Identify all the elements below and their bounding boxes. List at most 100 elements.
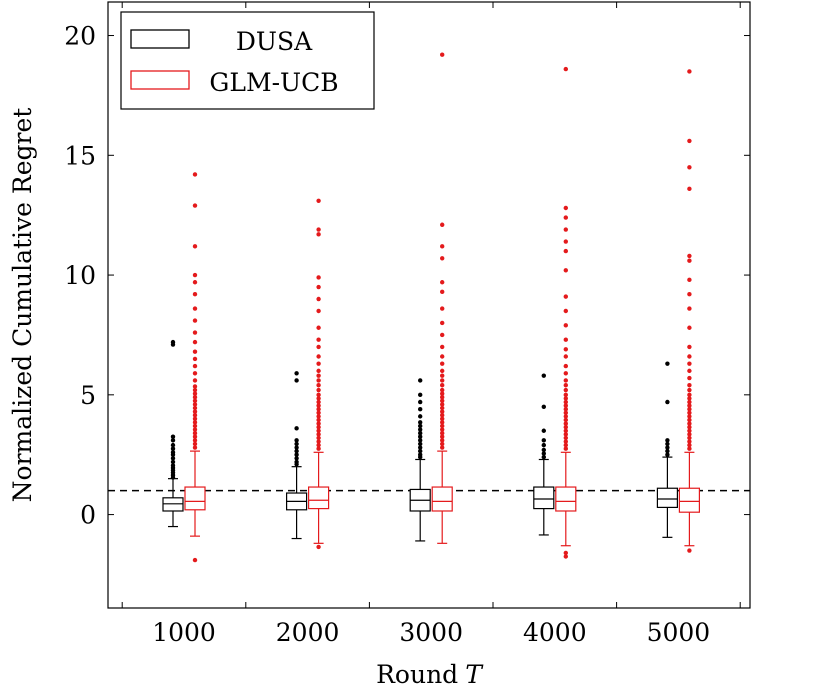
outlier-point: [192, 306, 198, 311]
outlier-point: [563, 239, 568, 244]
outlier-point: [440, 445, 445, 450]
outlier-point: [192, 427, 198, 432]
outlier-point: [440, 354, 445, 359]
outlier-point: [294, 448, 299, 454]
outlier-point: [440, 361, 445, 366]
x-tick-label: 1000: [152, 618, 216, 647]
outlier-point: [316, 227, 321, 232]
x-tick-label: 4000: [523, 618, 587, 647]
outlier-point: [563, 248, 568, 254]
outlier-point: [440, 423, 445, 429]
outlier-point: [192, 363, 198, 369]
outlier-point: [541, 373, 546, 378]
outlier-point: [563, 387, 568, 393]
outlier-point: [418, 420, 423, 425]
outlier-point: [316, 308, 321, 314]
outlier-point: [170, 446, 176, 451]
outlier-point: [563, 421, 568, 426]
outlier-point: [687, 186, 692, 192]
x-tick-label: 5000: [647, 618, 711, 647]
outlier-point: [170, 463, 176, 468]
outlier-point: [316, 439, 321, 444]
outlier-point: [440, 412, 445, 418]
outlier-point: [192, 391, 198, 396]
outlier-point: [563, 363, 568, 369]
outlier-point: [316, 406, 321, 412]
outlier-point: [316, 378, 321, 383]
y-axis-label: Normalized Cumulative Regret: [8, 108, 37, 503]
outlier-point: [440, 256, 445, 261]
outlier-point: [665, 361, 670, 366]
outlier-point: [563, 550, 568, 556]
outlier-point: [316, 232, 321, 237]
legend: DUSA GLM-UCB: [120, 11, 375, 110]
outlier-point: [316, 432, 321, 437]
outlier-point: [170, 456, 176, 461]
outlier-point: [687, 410, 692, 415]
outlier-point: [170, 459, 176, 465]
outlier-point: [563, 383, 568, 388]
legend-swatch-dusa: [130, 29, 190, 49]
outlier-point: [563, 323, 568, 328]
outlier-point: [687, 292, 692, 297]
outlier-point: [316, 410, 321, 415]
outlier-point: [687, 396, 692, 401]
outlier-point: [418, 378, 423, 383]
outlier-point: [563, 417, 568, 423]
outlier-point: [192, 356, 198, 362]
outlier-point: [665, 448, 670, 454]
outlier-point: [170, 438, 176, 443]
outlier-point: [316, 275, 321, 280]
outlier-point: [440, 52, 445, 57]
outlier-point: [687, 306, 692, 311]
box-iqr: [308, 486, 330, 510]
outlier-point: [316, 399, 321, 405]
outlier-point: [316, 368, 321, 374]
outlier-point: [687, 414, 692, 419]
outlier-point: [316, 442, 321, 448]
outlier-point: [440, 320, 445, 326]
outlier-point: [418, 399, 423, 405]
box-iqr: [431, 486, 453, 512]
outlier-point: [192, 409, 198, 414]
outlier-point: [192, 318, 198, 323]
outlier-point: [440, 280, 445, 285]
outlier-point: [563, 392, 568, 398]
outlier-point: [563, 396, 568, 401]
legend-label-dusa: DUSA: [236, 27, 313, 56]
outlier-point: [418, 427, 423, 432]
outlier-point: [192, 430, 198, 436]
outlier-point: [687, 392, 692, 398]
outlier-point: [541, 454, 546, 460]
outlier-point: [687, 69, 692, 74]
outlier-point: [192, 434, 198, 439]
legend-swatch-glm-ucb: [130, 70, 190, 90]
outlier-point: [316, 387, 321, 393]
outlier-point: [541, 404, 546, 409]
outlier-point: [192, 203, 198, 208]
outlier-point: [440, 405, 445, 411]
outlier-point: [316, 544, 321, 550]
outlier-point: [316, 296, 321, 302]
outlier-point: [563, 414, 568, 419]
y-tick-label: 20: [64, 22, 96, 51]
outlier-point: [192, 172, 198, 177]
box-dusa-1000: [162, 339, 184, 528]
x-axis-label: Round T: [376, 660, 484, 689]
box-iqr: [533, 486, 555, 510]
box-glm-ucb-3000: [431, 52, 453, 544]
y-axis: 0 5 10 15 20: [64, 22, 750, 530]
outlier-point: [316, 198, 321, 204]
x-axis-label-variable: T: [465, 660, 484, 689]
outlier-point: [563, 294, 568, 299]
outlier-point: [192, 420, 198, 425]
outlier-point: [687, 387, 692, 393]
outlier-point: [563, 399, 568, 405]
outlier-point: [687, 354, 692, 359]
outlier-point: [440, 430, 445, 436]
outlier-point: [687, 439, 692, 444]
outlier-point: [192, 402, 198, 407]
outlier-point: [563, 354, 568, 359]
outlier-point: [541, 451, 546, 456]
